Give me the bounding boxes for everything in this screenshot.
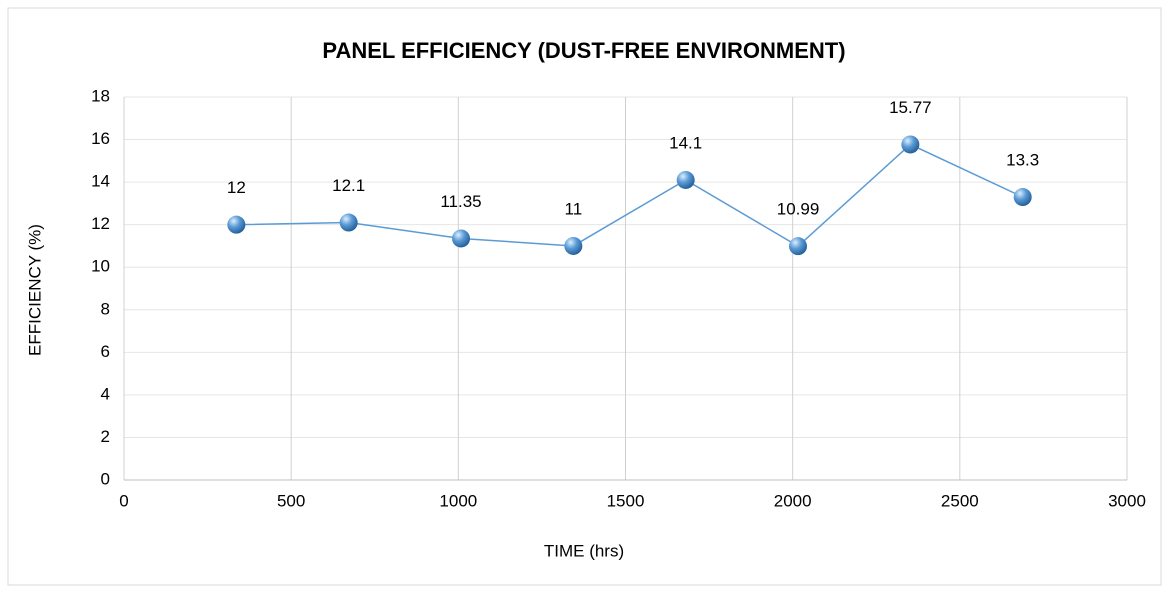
data-label: 14.1	[669, 133, 702, 152]
data-label: 11.35	[440, 192, 481, 211]
y-tick-label: 8	[101, 299, 110, 318]
x-tick-label: 0	[119, 491, 128, 510]
data-label: 12.1	[332, 176, 365, 195]
y-tick-label: 0	[101, 469, 110, 488]
x-tick-label: 1500	[607, 491, 645, 510]
marker	[564, 236, 583, 255]
x-axis-title: TIME (hrs)	[544, 541, 624, 560]
marker	[1013, 188, 1032, 207]
data-label: 13.3	[1006, 150, 1039, 169]
chart-title: PANEL EFFICIENCY (DUST-FREE ENVIRONMENT)	[322, 38, 845, 63]
data-label: 10.99	[777, 200, 820, 219]
marker	[789, 237, 808, 256]
y-tick-label: 2	[101, 427, 110, 446]
line	[236, 143, 1024, 248]
y-tick-label: 16	[91, 129, 110, 148]
y-tick-label: 6	[101, 342, 110, 361]
marker	[339, 213, 358, 232]
y-tick-label: 12	[91, 214, 110, 233]
data-label: 11	[565, 199, 583, 218]
marker	[452, 229, 471, 248]
data-label: 15.77	[889, 98, 932, 117]
y-tick-label: 4	[101, 384, 110, 403]
marker	[901, 135, 920, 154]
x-tick-label: 3000	[1108, 491, 1146, 510]
data-label: 12	[227, 178, 246, 197]
y-axis-title: EFFICIENCY (%)	[25, 224, 44, 356]
chart-frame	[7, 7, 1162, 586]
x-tick-label: 2500	[941, 491, 979, 510]
x-tick-label: 1000	[439, 491, 477, 510]
y-tick-label: 18	[91, 86, 110, 105]
y-tick-label: 14	[91, 172, 110, 191]
y-tick-label: 10	[91, 257, 110, 276]
marker	[676, 170, 695, 189]
x-tick-label: 2000	[774, 491, 812, 510]
x-tick-label: 500	[277, 491, 305, 510]
marker	[227, 215, 246, 234]
